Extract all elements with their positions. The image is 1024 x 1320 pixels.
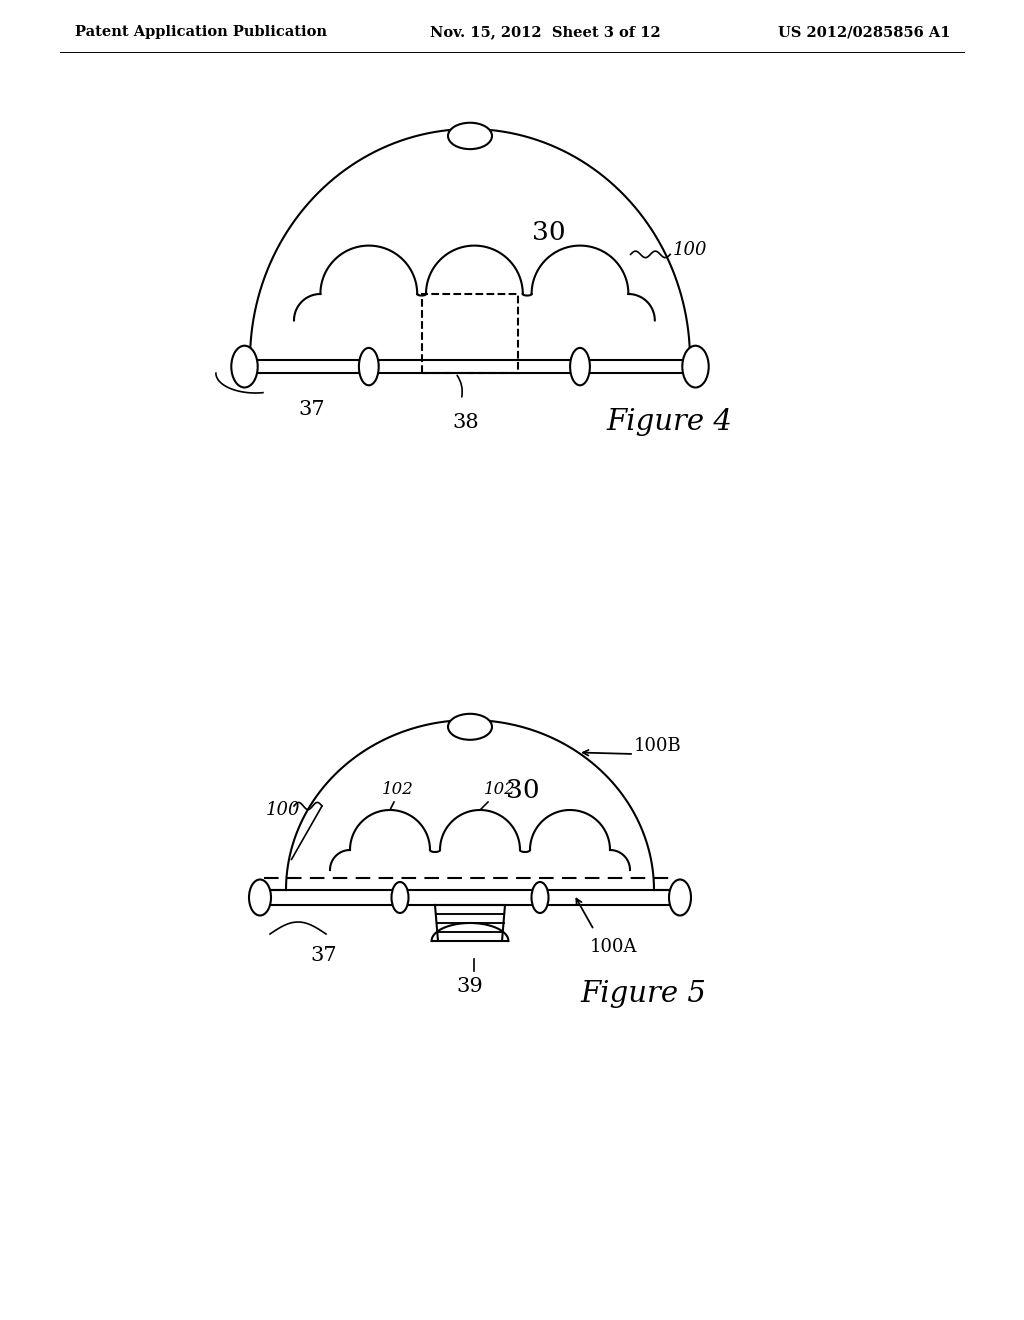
Ellipse shape	[231, 346, 258, 388]
Text: Patent Application Publication: Patent Application Publication	[75, 25, 327, 40]
Ellipse shape	[391, 882, 409, 913]
Text: Figure 4: Figure 4	[606, 408, 732, 437]
Text: Figure 5: Figure 5	[580, 979, 706, 1008]
Ellipse shape	[249, 879, 271, 916]
Text: Nov. 15, 2012  Sheet 3 of 12: Nov. 15, 2012 Sheet 3 of 12	[430, 25, 660, 40]
Text: 102: 102	[484, 781, 516, 799]
Text: 100: 100	[673, 242, 707, 259]
Bar	[422, 294, 518, 374]
Text: 37: 37	[310, 946, 337, 965]
Text: 30: 30	[506, 777, 540, 803]
Ellipse shape	[449, 714, 492, 739]
Ellipse shape	[449, 123, 492, 149]
Ellipse shape	[669, 879, 691, 916]
Text: US 2012/0285856 A1: US 2012/0285856 A1	[777, 25, 950, 40]
Bar	[245, 360, 695, 374]
Ellipse shape	[358, 348, 379, 385]
Text: 100A: 100A	[590, 939, 638, 956]
Text: 37: 37	[298, 400, 325, 418]
Text: 100: 100	[266, 801, 300, 818]
Text: 100B: 100B	[634, 737, 682, 755]
Text: 30: 30	[531, 220, 565, 246]
Ellipse shape	[682, 346, 709, 388]
Text: 39: 39	[456, 977, 482, 997]
Ellipse shape	[570, 348, 590, 385]
Text: 38: 38	[453, 413, 479, 432]
Bar	[260, 890, 680, 906]
Text: 102: 102	[382, 781, 414, 799]
Ellipse shape	[531, 882, 549, 913]
